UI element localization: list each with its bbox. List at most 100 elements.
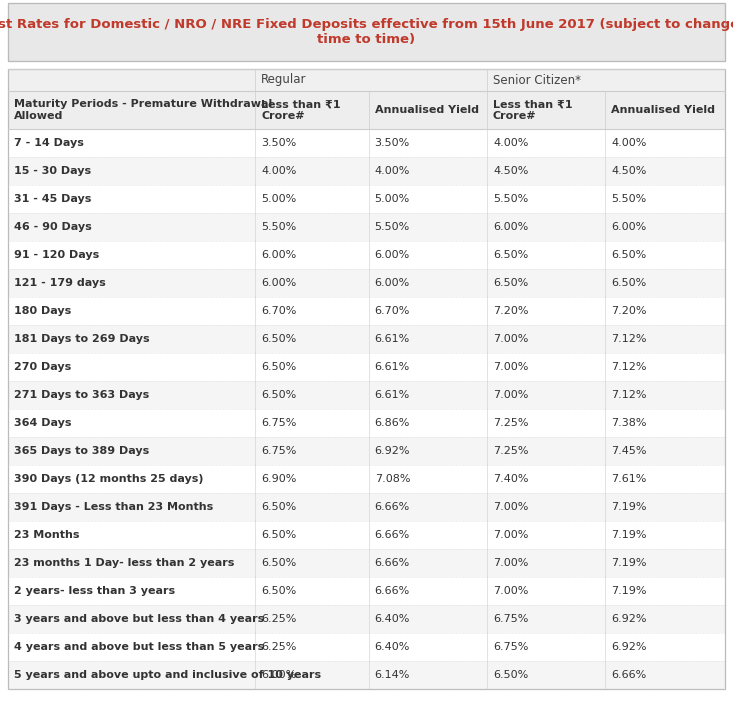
Bar <box>8 297 725 325</box>
Text: 6.92%: 6.92% <box>611 642 647 652</box>
Text: 6.66%: 6.66% <box>375 502 410 512</box>
Text: 7.12%: 7.12% <box>611 390 647 400</box>
Bar <box>8 633 725 661</box>
Bar <box>8 185 725 213</box>
Text: 15 - 30 Days: 15 - 30 Days <box>14 166 91 176</box>
Text: 7.45%: 7.45% <box>611 446 647 456</box>
Text: 6.25%: 6.25% <box>262 642 297 652</box>
Text: 7.40%: 7.40% <box>493 474 528 484</box>
Text: 7.00%: 7.00% <box>493 586 528 596</box>
Bar <box>8 3 725 61</box>
Text: Interest Rates for Domestic / NRO / NRE Fixed Deposits effective from 15th June : Interest Rates for Domestic / NRO / NRE … <box>0 18 733 46</box>
Text: 5.50%: 5.50% <box>262 222 297 232</box>
Text: 180 Days: 180 Days <box>14 306 71 316</box>
Text: 6.66%: 6.66% <box>375 558 410 568</box>
Text: 7.00%: 7.00% <box>493 558 528 568</box>
Text: 270 Days: 270 Days <box>14 362 71 372</box>
Text: 271 Days to 363 Days: 271 Days to 363 Days <box>14 390 150 400</box>
Text: 4.00%: 4.00% <box>493 138 528 148</box>
Bar <box>8 69 725 91</box>
Text: 5.00%: 5.00% <box>262 194 297 204</box>
Text: 6.00%: 6.00% <box>262 250 297 260</box>
Bar <box>8 661 725 689</box>
Bar <box>8 69 725 77</box>
Bar <box>8 521 725 549</box>
Text: Less than ₹1
Crore#: Less than ₹1 Crore# <box>262 100 341 121</box>
Text: 46 - 90 Days: 46 - 90 Days <box>14 222 92 232</box>
Text: 31 - 45 Days: 31 - 45 Days <box>14 194 92 204</box>
Text: 6.50%: 6.50% <box>611 250 647 260</box>
Text: 7.12%: 7.12% <box>611 362 647 372</box>
Text: 6.50%: 6.50% <box>262 362 297 372</box>
Text: 6.86%: 6.86% <box>375 418 410 428</box>
Text: 6.70%: 6.70% <box>262 306 297 316</box>
Text: 3 years and above but less than 4 years: 3 years and above but less than 4 years <box>14 614 265 624</box>
Bar <box>8 605 725 633</box>
Text: 7.38%: 7.38% <box>611 418 647 428</box>
Text: 6.14%: 6.14% <box>375 670 410 680</box>
Text: Regular: Regular <box>262 73 307 87</box>
Text: 121 - 179 days: 121 - 179 days <box>14 278 106 288</box>
Bar <box>8 241 725 269</box>
Bar <box>8 409 725 437</box>
Text: 6.50%: 6.50% <box>262 586 297 596</box>
Text: 364 Days: 364 Days <box>14 418 72 428</box>
Text: 7.19%: 7.19% <box>611 502 647 512</box>
Bar <box>8 465 725 493</box>
Bar <box>8 269 725 297</box>
Text: 7.19%: 7.19% <box>611 586 647 596</box>
Text: Less than ₹1
Crore#: Less than ₹1 Crore# <box>493 100 572 121</box>
Text: 6.50%: 6.50% <box>493 278 528 288</box>
Bar <box>8 91 725 129</box>
Text: 7.20%: 7.20% <box>611 306 647 316</box>
Text: 7.19%: 7.19% <box>611 530 647 540</box>
Bar <box>8 69 255 91</box>
Text: 6.50%: 6.50% <box>262 502 297 512</box>
Text: 5 years and above upto and inclusive of 10 years: 5 years and above upto and inclusive of … <box>14 670 321 680</box>
Text: 6.61%: 6.61% <box>375 390 410 400</box>
Text: 6.70%: 6.70% <box>375 306 410 316</box>
Text: 7.61%: 7.61% <box>611 474 647 484</box>
Text: 6.61%: 6.61% <box>375 362 410 372</box>
Text: 7.19%: 7.19% <box>611 558 647 568</box>
Text: Annualised Yield: Annualised Yield <box>611 105 715 115</box>
Text: Senior Citizen*: Senior Citizen* <box>493 73 581 87</box>
Text: 6.40%: 6.40% <box>375 642 410 652</box>
Text: 3.50%: 3.50% <box>262 138 297 148</box>
Text: 6.66%: 6.66% <box>375 586 410 596</box>
Text: 181 Days to 269 Days: 181 Days to 269 Days <box>14 334 150 344</box>
Bar <box>8 325 725 353</box>
Text: 7.20%: 7.20% <box>493 306 528 316</box>
Text: 6.50%: 6.50% <box>262 334 297 344</box>
Bar <box>8 213 725 241</box>
Text: 3.50%: 3.50% <box>375 138 410 148</box>
Text: 391 Days - Less than 23 Months: 391 Days - Less than 23 Months <box>14 502 213 512</box>
Text: 7 - 14 Days: 7 - 14 Days <box>14 138 84 148</box>
Bar <box>8 353 725 381</box>
Text: 7.00%: 7.00% <box>493 362 528 372</box>
Bar <box>8 437 725 465</box>
Text: 7.08%: 7.08% <box>375 474 410 484</box>
Text: 4.50%: 4.50% <box>493 166 528 176</box>
Text: 6.75%: 6.75% <box>262 418 297 428</box>
Text: 6.66%: 6.66% <box>611 670 647 680</box>
Text: 4.50%: 4.50% <box>611 166 647 176</box>
Text: 6.50%: 6.50% <box>262 530 297 540</box>
Text: 390 Days (12 months 25 days): 390 Days (12 months 25 days) <box>14 474 204 484</box>
Text: 7.00%: 7.00% <box>493 334 528 344</box>
Text: 7.25%: 7.25% <box>493 418 528 428</box>
Text: 6.50%: 6.50% <box>262 558 297 568</box>
Text: 6.90%: 6.90% <box>262 474 297 484</box>
Text: 6.00%: 6.00% <box>611 222 647 232</box>
Text: 6.25%: 6.25% <box>262 614 297 624</box>
Text: 7.25%: 7.25% <box>493 446 528 456</box>
Text: 5.50%: 5.50% <box>611 194 647 204</box>
Text: 7.12%: 7.12% <box>611 334 647 344</box>
Bar <box>8 577 725 605</box>
Text: Maturity Periods - Premature Withdrawal
Allowed: Maturity Periods - Premature Withdrawal … <box>14 100 272 121</box>
Text: 6.50%: 6.50% <box>611 278 647 288</box>
Text: 6.92%: 6.92% <box>375 446 410 456</box>
Text: Annualised Yield: Annualised Yield <box>375 105 479 115</box>
Bar <box>8 157 725 185</box>
Text: 6.40%: 6.40% <box>375 614 410 624</box>
